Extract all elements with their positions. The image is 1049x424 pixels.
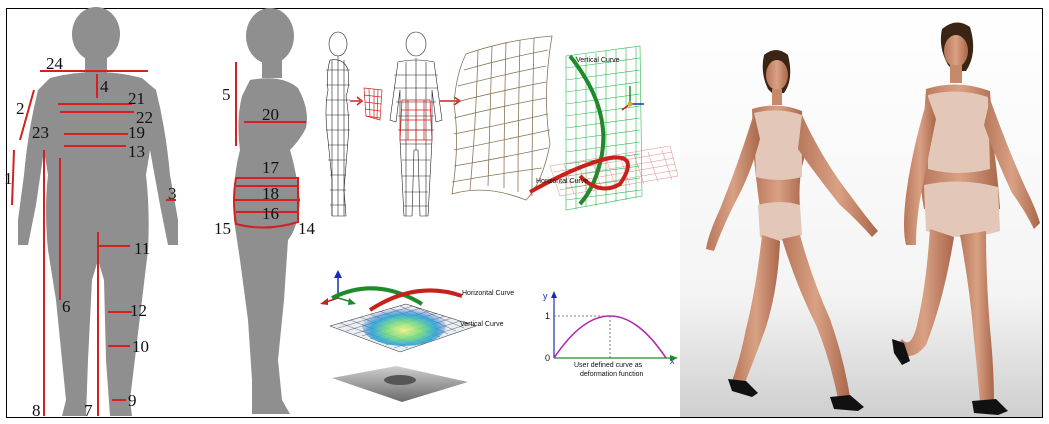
label-10: 10 <box>132 337 149 356</box>
label-3: 3 <box>168 184 177 203</box>
label-4: 4 <box>100 77 109 96</box>
horizontal-curve-label: Horizontal Curve <box>536 178 589 185</box>
vertical-curve-label: Vertical Curve <box>576 57 620 64</box>
label-11: 11 <box>134 239 151 258</box>
wireframe-front-body <box>389 31 443 217</box>
label-7: 7 <box>84 401 93 420</box>
deformation-function-plot <box>551 291 678 361</box>
horizontal-curve-label-b: Horizontal Curve <box>462 290 515 297</box>
curves-diagram-grid <box>529 45 679 211</box>
plot-y-tick-1: 1 <box>545 311 551 321</box>
label-6: 6 <box>62 297 71 316</box>
label-5: 5 <box>222 85 231 104</box>
wireframe-side-body <box>325 31 350 217</box>
label-20: 20 <box>262 105 279 124</box>
plot-origin-label: 0 <box>545 353 551 363</box>
label-9: 9 <box>128 391 137 410</box>
plot-y-label: y <box>543 291 548 301</box>
label-15: 15 <box>214 219 231 238</box>
deformed-mesh-large <box>451 35 553 201</box>
label-1: 1 <box>4 169 13 188</box>
axes-gizmo <box>320 270 356 305</box>
label-12: 12 <box>130 301 147 320</box>
arrow-1 <box>350 96 364 106</box>
plot-x-label: x <box>670 356 675 366</box>
surface-deformation <box>329 286 477 402</box>
label-18: 18 <box>262 184 279 203</box>
label-23: 23 <box>32 123 49 142</box>
label-22: 22 <box>136 108 153 127</box>
label-14: 14 <box>298 219 315 238</box>
plot-caption-line2: deformation function <box>580 371 644 378</box>
label-17: 17 <box>262 158 279 177</box>
label-21: 21 <box>128 89 145 108</box>
plot-caption-line1: User defined curve as <box>574 362 643 369</box>
label-24: 24 <box>46 54 63 73</box>
model-slim <box>706 50 878 411</box>
label-16: 16 <box>262 204 279 223</box>
rendered-models-panel <box>680 9 1042 417</box>
label-13: 13 <box>128 142 145 161</box>
wireframe-patch-small <box>363 87 383 121</box>
vertical-curve-label-b: Vertical Curve <box>460 321 504 328</box>
label-2: 2 <box>16 99 25 118</box>
model-curvy <box>892 22 1040 415</box>
label-19: 19 <box>128 123 145 142</box>
label-8: 8 <box>32 401 41 420</box>
